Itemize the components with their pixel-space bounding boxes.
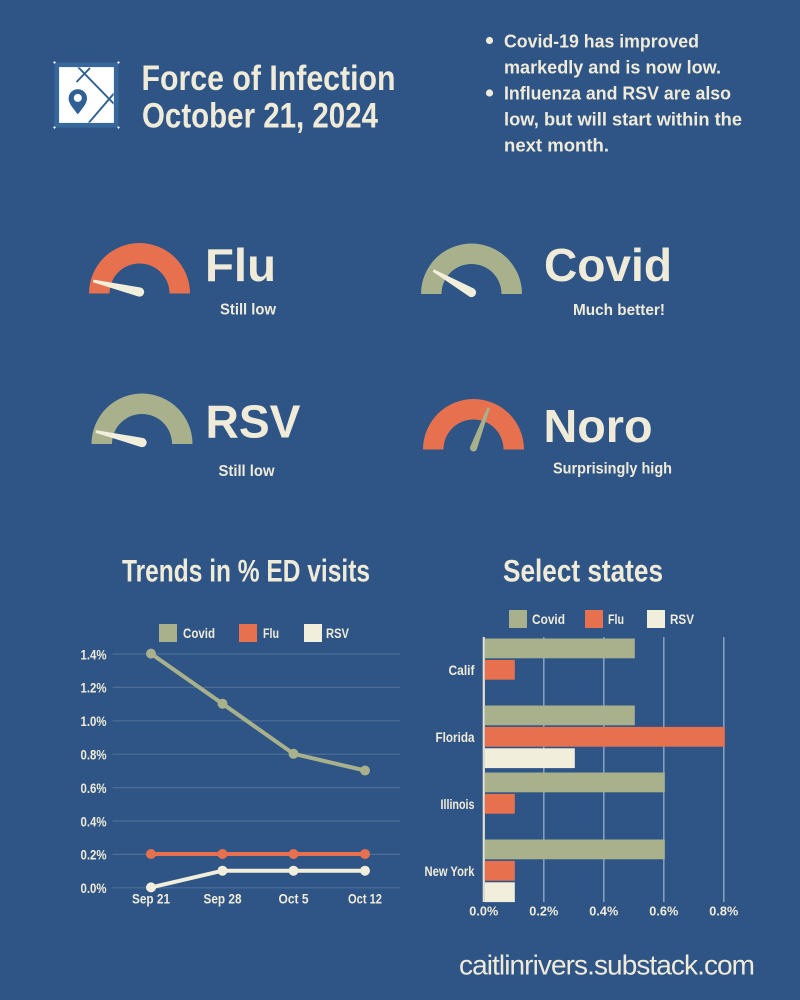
svg-text:Noro: Noro — [544, 400, 653, 452]
svg-text:RSV: RSV — [670, 612, 694, 627]
svg-text:Trends in % ED visits: Trends in % ED visits — [122, 553, 370, 589]
svg-text:0.2%: 0.2% — [81, 848, 107, 863]
svg-text:0.4%: 0.4% — [589, 904, 618, 919]
svg-text:0.8%: 0.8% — [81, 748, 107, 763]
svg-text:Still low: Still low — [220, 302, 277, 319]
svg-text:Force of Infection: Force of Infection — [142, 59, 396, 98]
svg-text:Surprisingly high: Surprisingly high — [553, 461, 672, 478]
svg-text:Covid: Covid — [183, 626, 215, 641]
svg-text:RSV: RSV — [206, 396, 301, 448]
svg-text:Flu: Flu — [205, 239, 276, 291]
svg-text:0.8%: 0.8% — [709, 904, 738, 919]
svg-text:Covid: Covid — [544, 239, 672, 291]
svg-text:Covid-19 has improved: Covid-19 has improved — [504, 30, 699, 51]
svg-text:0.6%: 0.6% — [649, 904, 678, 919]
svg-text:Sep 28: Sep 28 — [204, 892, 242, 907]
svg-text:October 21, 2024: October 21, 2024 — [142, 97, 378, 136]
svg-text:Flu: Flu — [608, 612, 624, 627]
svg-text:0.0%: 0.0% — [81, 881, 107, 896]
svg-text:Calif: Calif — [449, 662, 475, 678]
svg-text:1.0%: 1.0% — [81, 714, 107, 729]
svg-text:Sep 21: Sep 21 — [132, 892, 170, 907]
svg-text:Influenza and RSV are also: Influenza and RSV are also — [504, 82, 731, 103]
svg-text:Oct 12: Oct 12 — [348, 892, 382, 907]
svg-text:0.6%: 0.6% — [81, 781, 107, 796]
svg-text:RSV: RSV — [326, 626, 349, 641]
svg-text:1.4%: 1.4% — [81, 647, 107, 662]
svg-text:Select states: Select states — [503, 553, 663, 589]
svg-text:Oct 5: Oct 5 — [279, 892, 309, 907]
svg-text:New York: New York — [425, 863, 475, 879]
svg-text:Florida: Florida — [436, 729, 475, 745]
svg-text:Illinois: Illinois — [441, 796, 475, 812]
svg-text:next month.: next month. — [504, 134, 609, 155]
svg-text:0.0%: 0.0% — [469, 904, 498, 919]
svg-text:Covid: Covid — [532, 612, 565, 627]
svg-text:0.2%: 0.2% — [529, 904, 558, 919]
svg-text:0.4%: 0.4% — [81, 814, 107, 829]
svg-text:low, but will start within the: low, but will start within the — [504, 108, 742, 129]
svg-text:markedly and is now low.: markedly and is now low. — [504, 56, 721, 77]
svg-text:Still low: Still low — [219, 463, 276, 480]
svg-text:Much better!: Much better! — [573, 302, 665, 319]
svg-text:caitlinrivers.substack.com: caitlinrivers.substack.com — [459, 950, 755, 981]
svg-text:1.2%: 1.2% — [81, 681, 107, 696]
svg-text:Flu: Flu — [263, 626, 279, 641]
